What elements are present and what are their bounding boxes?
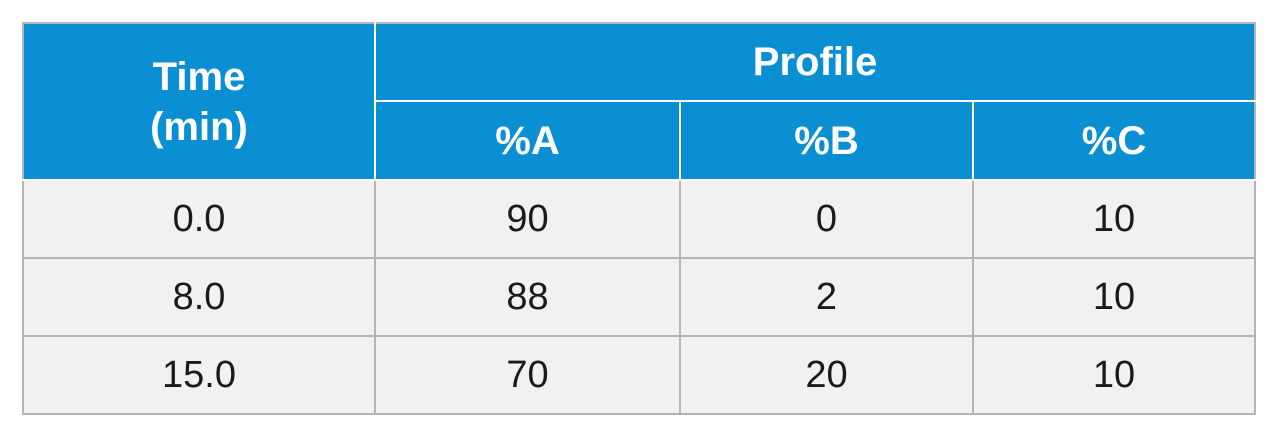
- column-header-percent-b: %B: [679, 100, 974, 181]
- cell-percent-a: 88: [374, 257, 681, 337]
- column-header-percent-a: %A: [374, 100, 681, 181]
- time-header-line2: (min): [150, 104, 248, 149]
- cell-percent-b: 20: [679, 335, 974, 415]
- cell-percent-a: 70: [374, 335, 681, 415]
- gradient-table-container: Time (min) Profile %A %B %C 0.0 90 0 10 …: [22, 22, 1257, 415]
- table-row: 0.0 90 0 10: [22, 179, 1257, 259]
- cell-percent-b: 0: [679, 179, 974, 259]
- cell-time: 0.0: [22, 179, 376, 259]
- header-row-top: Time (min) Profile: [22, 22, 1257, 181]
- cell-percent-c: 10: [971, 257, 1257, 337]
- cell-percent-c: 10: [971, 335, 1257, 415]
- cell-percent-c: 10: [971, 179, 1257, 259]
- time-column-header: Time (min): [22, 22, 376, 181]
- table-row: 15.0 70 20 10: [22, 335, 1257, 415]
- table-row: 8.0 88 2 10: [22, 257, 1257, 337]
- cell-time: 15.0: [22, 335, 376, 415]
- gradient-profile-table: Time (min) Profile %A %B %C 0.0 90 0 10 …: [22, 22, 1257, 415]
- cell-time: 8.0: [22, 257, 376, 337]
- column-header-percent-c: %C: [971, 100, 1257, 181]
- profile-header: Profile: [373, 22, 1257, 102]
- header-row-sub: %A %B %C: [23, 100, 1257, 181]
- time-header-line1: Time: [152, 54, 246, 99]
- cell-percent-b: 2: [679, 257, 974, 337]
- cell-percent-a: 90: [374, 179, 681, 259]
